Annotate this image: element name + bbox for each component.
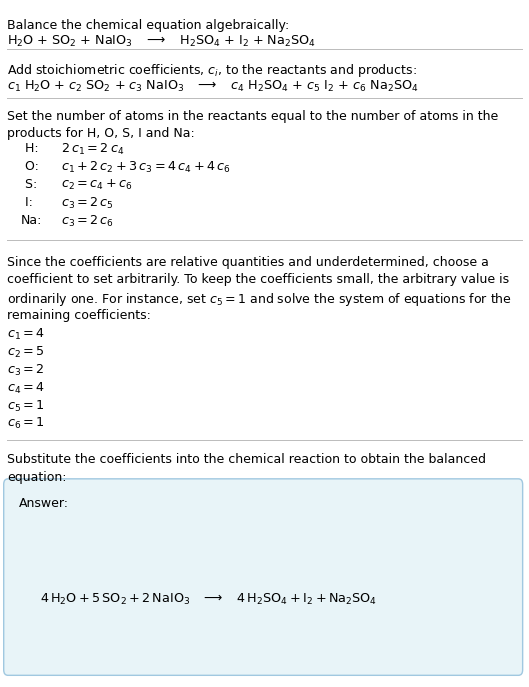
Text: $4\,\mathrm{H_2O} + 5\,\mathrm{SO_2} + 2\,\mathrm{NaIO_3}$   $\longrightarrow$  : $4\,\mathrm{H_2O} + 5\,\mathrm{SO_2} + 2… bbox=[40, 592, 377, 607]
Text: $c_2 = c_4 + c_6$: $c_2 = c_4 + c_6$ bbox=[61, 178, 132, 192]
Text: $c_1 = 4$: $c_1 = 4$ bbox=[7, 327, 45, 342]
Text: $c_4 = 4$: $c_4 = 4$ bbox=[7, 381, 45, 396]
Text: Since the coefficients are relative quantities and underdetermined, choose a: Since the coefficients are relative quan… bbox=[7, 256, 489, 269]
Text: products for H, O, S, I and Na:: products for H, O, S, I and Na: bbox=[7, 127, 195, 140]
Text: $c_3 = 2\,c_6$: $c_3 = 2\,c_6$ bbox=[61, 214, 114, 229]
Text: $c_2 = 5$: $c_2 = 5$ bbox=[7, 345, 44, 360]
Text: $c_5 = 1$: $c_5 = 1$ bbox=[7, 398, 44, 414]
Text: ordinarily one. For instance, set $c_5 = 1$ and solve the system of equations fo: ordinarily one. For instance, set $c_5 =… bbox=[7, 291, 512, 308]
Text: remaining coefficients:: remaining coefficients: bbox=[7, 309, 151, 322]
Text: H$_2$O + SO$_2$ + NaIO$_3$   $\longrightarrow$   H$_2$SO$_4$ + I$_2$ + Na$_2$SO$: H$_2$O + SO$_2$ + NaIO$_3$ $\longrightar… bbox=[7, 34, 316, 49]
Text: Add stoichiometric coefficients, $c_i$, to the reactants and products:: Add stoichiometric coefficients, $c_i$, … bbox=[7, 62, 417, 79]
Text: $c_1 + 2\,c_2 + 3\,c_3 = 4\,c_4 + 4\,c_6$: $c_1 + 2\,c_2 + 3\,c_3 = 4\,c_4 + 4\,c_6… bbox=[61, 160, 231, 175]
Text: $c_3 = 2\,c_5$: $c_3 = 2\,c_5$ bbox=[61, 196, 114, 211]
Text: H:: H: bbox=[21, 142, 39, 155]
Text: $c_6 = 1$: $c_6 = 1$ bbox=[7, 416, 44, 431]
Text: Substitute the coefficients into the chemical reaction to obtain the balanced: Substitute the coefficients into the che… bbox=[7, 453, 486, 466]
Text: Na:: Na: bbox=[21, 214, 42, 227]
Text: $c_1$ H$_2$O + $c_2$ SO$_2$ + $c_3$ NaIO$_3$   $\longrightarrow$   $c_4$ H$_2$SO: $c_1$ H$_2$O + $c_2$ SO$_2$ + $c_3$ NaIO… bbox=[7, 79, 418, 94]
Text: equation:: equation: bbox=[7, 471, 66, 484]
Text: $c_3 = 2$: $c_3 = 2$ bbox=[7, 363, 44, 378]
Text: Answer:: Answer: bbox=[19, 497, 69, 510]
Text: $2\,c_1 = 2\,c_4$: $2\,c_1 = 2\,c_4$ bbox=[61, 142, 124, 157]
Text: S:: S: bbox=[21, 178, 38, 191]
Text: Set the number of atoms in the reactants equal to the number of atoms in the: Set the number of atoms in the reactants… bbox=[7, 110, 498, 123]
Text: I:: I: bbox=[21, 196, 33, 209]
Text: Balance the chemical equation algebraically:: Balance the chemical equation algebraica… bbox=[7, 19, 289, 32]
Text: O:: O: bbox=[21, 160, 39, 173]
Text: coefficient to set arbitrarily. To keep the coefficients small, the arbitrary va: coefficient to set arbitrarily. To keep … bbox=[7, 273, 509, 286]
FancyBboxPatch shape bbox=[4, 479, 523, 675]
